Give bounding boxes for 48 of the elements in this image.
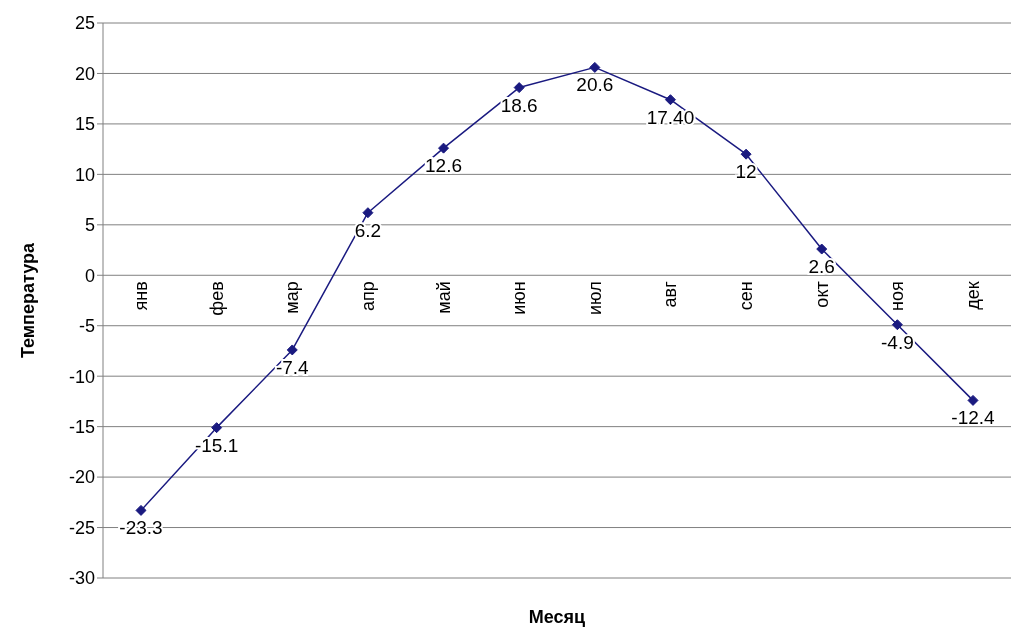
y-tick-label: 5	[84, 215, 95, 236]
point	[362, 207, 374, 219]
point	[740, 148, 752, 160]
point	[211, 422, 223, 434]
point	[967, 394, 979, 406]
y-tick-label: 15	[74, 114, 95, 135]
point	[135, 504, 147, 516]
x-tick-label: сен	[736, 281, 757, 311]
data-label: 12.6	[425, 155, 463, 177]
y-tick-label: -15	[68, 417, 95, 438]
x-tick-label: июл	[584, 281, 605, 315]
x-tick-label: май	[433, 281, 454, 314]
data-label: -12.4	[951, 407, 996, 429]
point	[513, 82, 525, 94]
y-tick-label: -10	[68, 366, 95, 387]
x-tick-label: авг	[660, 280, 681, 308]
y-axis-title: Температура	[18, 241, 39, 359]
x-tick-label: янв	[131, 281, 151, 311]
y-tick-label: 25	[74, 13, 95, 34]
data-label: -7.4	[275, 356, 310, 378]
data-label: 2.6	[808, 256, 835, 278]
point	[286, 344, 298, 356]
data-label: -4.9	[880, 331, 914, 353]
point	[438, 142, 450, 154]
x-tick-label: окт	[811, 281, 832, 308]
x-axis-title: Месяц	[528, 607, 586, 627]
y-tick-label: 0	[84, 265, 95, 286]
y-tick-label: 20	[74, 63, 95, 84]
x-tick-label: мар	[282, 281, 303, 314]
y-tick-label: -30	[68, 568, 95, 589]
x-tick-label: фев	[206, 281, 227, 316]
data-label: 12	[735, 161, 757, 183]
data-label: 18.6	[500, 94, 538, 116]
point	[664, 94, 676, 106]
point	[816, 243, 828, 255]
y-tick-label: -20	[68, 467, 95, 488]
x-tick-label: июн	[509, 281, 530, 315]
x-tick-label: апр	[357, 281, 378, 312]
data-label: 20.6	[576, 74, 614, 96]
y-tick-label: 10	[74, 164, 95, 185]
data-label: 17.40	[646, 106, 695, 128]
point	[589, 61, 601, 73]
y-tick-label: -5	[78, 316, 95, 337]
data-label: -23.3	[119, 517, 163, 539]
x-tick-label: дек	[963, 281, 983, 310]
y-tick-label: -25	[68, 517, 95, 538]
point	[891, 319, 903, 331]
x-tick-label: ноя	[887, 281, 908, 311]
